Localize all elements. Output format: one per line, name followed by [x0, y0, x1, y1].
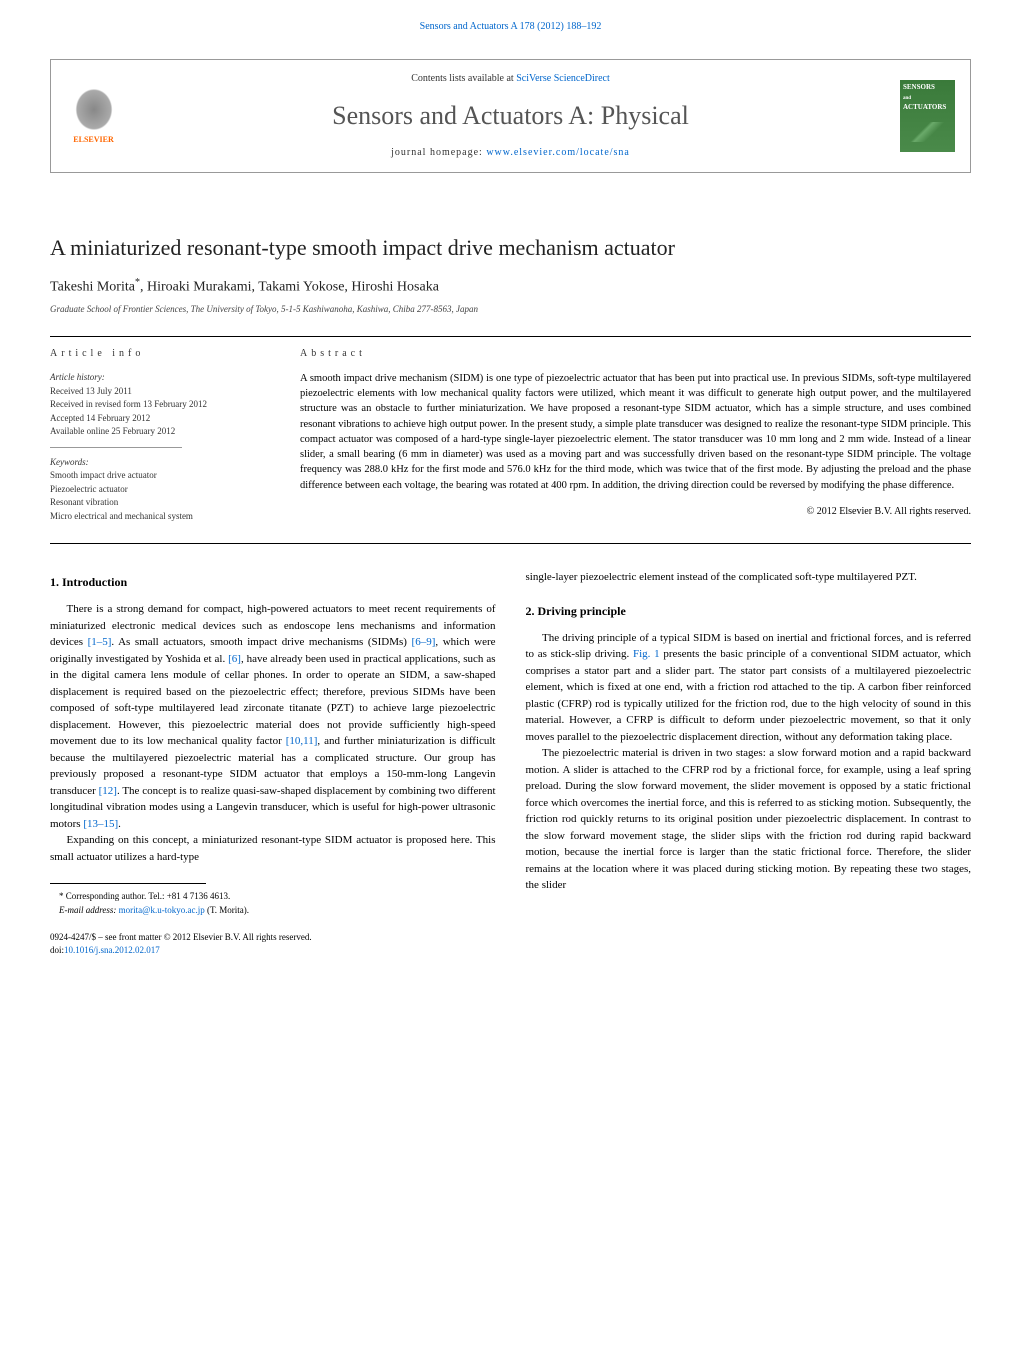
body-columns: 1. Introduction There is a strong demand…: [50, 569, 971, 917]
doi-link[interactable]: 10.1016/j.sna.2012.02.017: [64, 945, 160, 955]
running-header: Sensors and Actuators A 178 (2012) 188–1…: [50, 20, 971, 34]
ref-link-6[interactable]: [6]: [228, 653, 241, 665]
email-footnote: E-mail address: morita@k.u-tokyo.ac.jp (…: [50, 904, 496, 918]
cover-thumb-title: SENSORSandACTUATORS: [903, 83, 952, 112]
ref-link-12[interactable]: [12]: [99, 785, 117, 797]
section-2-p1: The driving principle of a typical SIDM …: [526, 630, 972, 746]
section-1-p2: Expanding on this concept, a miniaturize…: [50, 832, 496, 865]
divider-bottom: [50, 543, 971, 544]
email-link[interactable]: morita@k.u-tokyo.ac.jp: [119, 905, 205, 915]
journal-cover-thumb: SENSORSandACTUATORS: [900, 80, 955, 152]
article-info-label: article info: [50, 347, 270, 361]
author-1: Takeshi Morita: [50, 280, 135, 295]
affiliation: Graduate School of Frontier Sciences, Th…: [50, 303, 971, 316]
header-center: Contents lists available at SciVerse Sci…: [136, 72, 885, 160]
info-abstract-row: article info Article history: Received 1…: [50, 347, 971, 523]
citation-link[interactable]: Sensors and Actuators A 178 (2012) 188–1…: [420, 21, 602, 32]
col2-continuation: single-layer piezoelectric element inste…: [526, 569, 972, 586]
article-info-column: article info Article history: Received 1…: [50, 347, 270, 523]
homepage-link[interactable]: www.elsevier.com/locate/sna: [486, 147, 630, 158]
section-1-heading: 1. Introduction: [50, 573, 496, 591]
history-label: Article history:: [50, 371, 270, 385]
page-footer: 0924-4247/$ – see front matter © 2012 El…: [50, 931, 971, 956]
abstract-copyright: © 2012 Elsevier B.V. All rights reserved…: [300, 505, 971, 519]
body-col-right: single-layer piezoelectric element inste…: [526, 569, 972, 917]
keyword-2: Piezoelectric actuator: [50, 483, 270, 497]
issn-line: 0924-4247/$ – see front matter © 2012 El…: [50, 931, 971, 944]
corresponding-footnote: * Corresponding author. Tel.: +81 4 7136…: [50, 890, 496, 904]
homepage-line: journal homepage: www.elsevier.com/locat…: [136, 146, 885, 160]
ref-link-6-9[interactable]: [6–9]: [412, 636, 436, 648]
authors-rest: , Hiroaki Murakami, Takami Yokose, Hiros…: [140, 280, 439, 295]
footnote-divider: [50, 883, 206, 884]
sciencedirect-link[interactable]: SciVerse ScienceDirect: [516, 73, 610, 84]
ref-link-10-11[interactable]: [10,11]: [286, 735, 318, 747]
publisher-logo: ELSEVIER: [66, 84, 121, 149]
history-online: Available online 25 February 2012: [50, 425, 270, 439]
journal-title: Sensors and Actuators A: Physical: [136, 98, 885, 134]
info-divider: [50, 447, 182, 448]
keywords-block: Keywords: Smooth impact drive actuator P…: [50, 456, 270, 524]
history-received: Received 13 July 2011: [50, 385, 270, 399]
divider-top: [50, 336, 971, 337]
ref-link-1-5[interactable]: [1–5]: [88, 636, 112, 648]
email-suffix: (T. Morita).: [205, 905, 249, 915]
section-1-p1: There is a strong demand for compact, hi…: [50, 601, 496, 832]
history-revised: Received in revised form 13 February 201…: [50, 398, 270, 412]
doi-prefix: doi:: [50, 945, 64, 955]
keyword-3: Resonant vibration: [50, 496, 270, 510]
keywords-label: Keywords:: [50, 456, 270, 470]
abstract-label: abstract: [300, 347, 971, 361]
article-history: Article history: Received 13 July 2011 R…: [50, 371, 270, 439]
article-title: A miniaturized resonant-type smooth impa…: [50, 233, 971, 264]
abstract-column: abstract A smooth impact drive mechanism…: [300, 347, 971, 523]
contents-line: Contents lists available at SciVerse Sci…: [136, 72, 885, 86]
elsevier-tree-icon: [74, 87, 114, 132]
email-label: E-mail address:: [59, 905, 119, 915]
body-col-left: 1. Introduction There is a strong demand…: [50, 569, 496, 917]
section-2-p2: The piezoelectric material is driven in …: [526, 745, 972, 894]
journal-header-box: ELSEVIER Contents lists available at Sci…: [50, 59, 971, 173]
doi-line: doi:10.1016/j.sna.2012.02.017: [50, 944, 971, 957]
contents-prefix: Contents lists available at: [411, 73, 516, 84]
fig-1-link[interactable]: Fig. 1: [633, 648, 660, 660]
author-list: Takeshi Morita*, Hiroaki Murakami, Takam…: [50, 276, 971, 297]
homepage-prefix: journal homepage:: [391, 147, 486, 158]
ref-link-13-15[interactable]: [13–15]: [83, 818, 118, 830]
cover-swoosh-icon: [900, 122, 955, 142]
abstract-text: A smooth impact drive mechanism (SIDM) i…: [300, 371, 971, 493]
section-2-heading: 2. Driving principle: [526, 602, 972, 620]
publisher-name: ELSEVIER: [73, 134, 113, 145]
keyword-4: Micro electrical and mechanical system: [50, 510, 270, 524]
keyword-1: Smooth impact drive actuator: [50, 469, 270, 483]
history-accepted: Accepted 14 February 2012: [50, 412, 270, 426]
